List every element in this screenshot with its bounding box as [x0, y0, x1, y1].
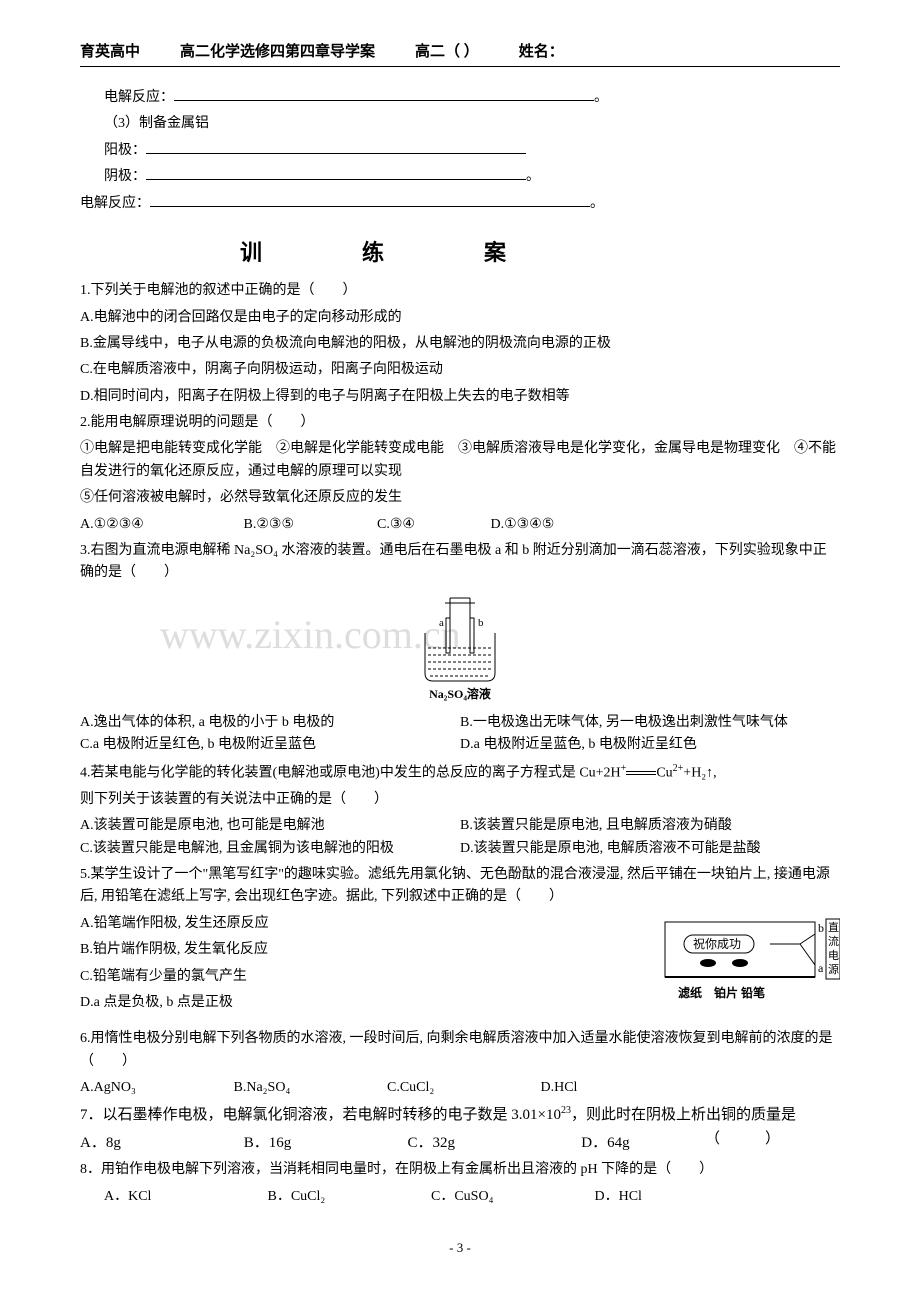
q4-opt-c: C.该装置只能是电解池, 且金属铜为该电解池的阳极 — [80, 838, 460, 860]
q7-post: ，则此时在阴极上析出铜的质量是 — [571, 1107, 796, 1123]
q7-pre: 7．以石墨棒作电极，电解氯化铜溶液，若电解时转移的电子数是 3.01×10 — [80, 1107, 561, 1123]
q2-opt-b: B.②③⑤ — [244, 514, 374, 536]
q5-stem: 5.某学生设计了一个"黑笔写红字"的趣味实验。滤纸先用氯化钠、无色酚酞的混合液浸… — [80, 864, 840, 909]
circuit-icon: 祝你成功 b a 直 流 电 源 滤纸 铂片 铅笔 — [660, 917, 840, 1012]
page-header: 育英高中 高二化学选修四第四章导学案 高二（ ） 姓名： — [80, 40, 840, 67]
blank-line[interactable] — [174, 100, 594, 101]
q8-opt-b: B．CuCl₂ — [268, 1186, 428, 1208]
q4-row2: C.该装置只能是电解池, 且金属铜为该电解池的阳极 D.该装置只能是原电池, 电… — [80, 838, 840, 860]
q2-opt-d: D.①③④⑤ — [491, 514, 555, 536]
section-title: 训练案 — [80, 235, 840, 270]
svg-text:a: a — [439, 617, 444, 629]
q4-opt-d: D.该装置只能是原电池, 电解质溶液不可能是盐酸 — [460, 838, 840, 860]
q3-opt-d: D.a 电极附近呈蓝色, b 电极附近呈红色 — [460, 734, 840, 756]
q4-line2: 则下列关于该装置的有关说法中正确的是（ ） — [80, 789, 840, 811]
q7-opt-b: B．16g — [244, 1131, 404, 1155]
q4-pre: 4.若某电能与化学能的转化装置(电解池或原电池)中发生的总反应的离子方程式是 C… — [80, 765, 621, 780]
q3-opt-b: B.一电极逸出无味气体, 另一电极逸出刺激性气味气体 — [460, 712, 840, 734]
q2-s2: ⑤任何溶液被电解时，必然导致氧化还原反应的发生 — [80, 487, 840, 509]
q2-opt-a: A.①②③④ — [80, 514, 240, 536]
q4-opt-b: B.该装置只能是原电池, 且电解质溶液为硝酸 — [460, 815, 840, 837]
svg-text:直: 直 — [828, 920, 839, 934]
svg-text:a: a — [818, 961, 824, 975]
q2-stem: 2.能用电解原理说明的问题是（ ） — [80, 412, 840, 434]
fill-label: 电解反应： — [104, 90, 174, 105]
svg-text:b: b — [478, 617, 484, 629]
q3-diagram-label: Na₂SO₄溶液 — [80, 685, 840, 704]
q4-post: +H₂↑, — [683, 765, 716, 780]
svg-text:流: 流 — [828, 934, 839, 948]
q6-opt-c: C.CuCl₂ — [387, 1077, 537, 1099]
q1-opt-a: A.电解池中的闭合回路仅是由电子的定向移动形成的 — [80, 307, 840, 329]
svg-text:源: 源 — [828, 962, 839, 976]
name-field: 姓名： — [519, 40, 564, 64]
q8-opt-d: D．HCl — [595, 1186, 642, 1208]
q8-opt-c: C．CuSO₄ — [431, 1186, 591, 1208]
q7-opt-c: C．32g — [408, 1131, 578, 1155]
q6-opt-a: A.AgNO₃ — [80, 1077, 230, 1099]
page-number: - 3 - — [80, 1238, 840, 1259]
q6-opt-b: B.Na₂SO₄ — [234, 1077, 384, 1099]
svg-text:滤纸 铂片 铅笔: 滤纸 铂片 铅笔 — [678, 985, 765, 1000]
q7-opt-d: D．64g — [581, 1131, 629, 1155]
blank-line[interactable] — [146, 153, 526, 154]
fill-line-4: 阴极：。 — [104, 166, 840, 188]
class-field: 高二（ ） — [415, 40, 479, 64]
q1-stem: 1.下列关于电解池的叙述中正确的是（ ） — [80, 280, 840, 302]
q1-opt-b: B.金属导线中，电子从电源的负极流向电解池的阳极，从电解池的阴极流向电源的正极 — [80, 333, 840, 355]
q3-stem: 3.右图为直流电源电解稀 Na₂SO₄ 水溶液的装置。通电后在石墨电极 a 和 … — [80, 540, 840, 585]
diagram-text: 祝你成功 — [693, 937, 741, 951]
svg-text:电: 电 — [828, 949, 839, 962]
fill-line-3: 阳极： — [104, 140, 840, 162]
q3-opt-a: A.逸出气体的体积, a 电极的小于 b 电极的 — [80, 712, 460, 734]
q2-options: A.①②③④ B.②③⑤ C.③④ D.①③④⑤ — [80, 514, 840, 536]
q1-opt-d: D.相同时间内，阳离子在阴极上得到的电子与阴离子在阳极上失去的电子数相等 — [80, 386, 840, 408]
svg-text:b: b — [818, 921, 824, 935]
q7-paren: （ ） — [705, 1127, 780, 1151]
electrolysis-icon: a b — [400, 593, 520, 683]
q1-opt-c: C.在电解质溶液中，阴离子向阴极运动，阳离子向阳极运动 — [80, 359, 840, 381]
q4-opt-a: A.该装置可能是原电池, 也可能是电解池 — [80, 815, 460, 837]
q6-stem: 6.用惰性电极分别电解下列各物质的水溶液, 一段时间后, 向剩余电解质溶液中加入… — [80, 1028, 840, 1073]
q8-stem: 8．用铂作电极电解下列溶液，当消耗相同电量时，在阴极上有金属析出且溶液的 pH … — [80, 1159, 840, 1181]
fill-label: 电解反应： — [80, 196, 150, 211]
fill-line-5: 电解反应：。 — [80, 193, 840, 215]
q7-stem: 7．以石墨棒作电极，电解氯化铜溶液，若电解时转移的电子数是 3.01×1023，… — [80, 1103, 840, 1127]
q3-row2: C.a 电极附近呈红色, b 电极附近呈蓝色 D.a 电极附近呈蓝色, b 电极… — [80, 734, 840, 756]
q2-s1: ①电解是把电能转变成化学能 ②电解是化学能转变成电能 ③电解质溶液导电是化学变化… — [80, 438, 840, 483]
q5-diagram: 祝你成功 b a 直 流 电 源 滤纸 铂片 铅笔 — [660, 917, 840, 1020]
q3-diagram: www.zixin.com.cn a b Na₂SO₄溶液 — [80, 593, 840, 704]
fill-line-1: 电解反应：。 — [104, 87, 840, 109]
fill-line-2: （3）制备金属铝 — [104, 113, 840, 135]
q8-opt-a: A．KCl — [104, 1186, 264, 1208]
blank-line[interactable] — [146, 179, 526, 180]
q4-row1: A.该装置可能是原电池, 也可能是电解池 B.该装置只能是原电池, 且电解质溶液… — [80, 815, 840, 837]
fill-label: 阳极： — [104, 143, 146, 158]
q4-stem: 4.若某电能与化学能的转化装置(电解池或原电池)中发生的总反应的离子方程式是 C… — [80, 761, 840, 785]
q3-row1: A.逸出气体的体积, a 电极的小于 b 电极的 B.一电极逸出无味气体, 另一… — [80, 712, 840, 734]
q6-opt-d: D.HCl — [541, 1077, 578, 1099]
course-name: 高二化学选修四第四章导学案 — [180, 40, 375, 64]
q7-opt-a: A．8g — [80, 1131, 240, 1155]
blank-line[interactable] — [150, 206, 590, 207]
school-name: 育英高中 — [80, 40, 140, 64]
q2-opt-c: C.③④ — [377, 514, 487, 536]
q8-options: A．KCl B．CuCl₂ C．CuSO₄ D．HCl — [104, 1186, 840, 1208]
fill-label: 阴极： — [104, 169, 146, 184]
q6-options: A.AgNO₃ B.Na₂SO₄ C.CuCl₂ D.HCl — [80, 1077, 840, 1099]
q3-opt-c: C.a 电极附近呈红色, b 电极附近呈蓝色 — [80, 734, 460, 756]
q4-mid: Cu — [656, 765, 672, 780]
